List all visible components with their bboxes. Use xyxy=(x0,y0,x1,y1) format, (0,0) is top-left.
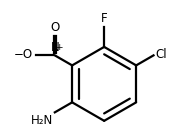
Text: −O: −O xyxy=(14,48,33,61)
Text: +: + xyxy=(55,43,62,52)
Text: Cl: Cl xyxy=(155,48,167,61)
Text: O: O xyxy=(50,21,59,34)
Text: H₂N: H₂N xyxy=(31,114,53,127)
Text: N: N xyxy=(50,41,59,54)
Text: F: F xyxy=(101,12,107,25)
